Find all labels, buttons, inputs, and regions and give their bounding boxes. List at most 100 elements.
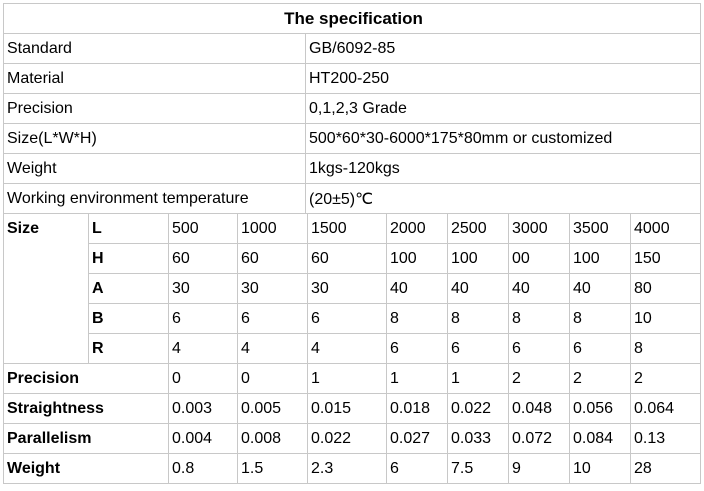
metric-value: 10 xyxy=(569,453,631,484)
size-label-spacer xyxy=(3,273,89,304)
size-label-spacer xyxy=(3,303,89,334)
metric-row: Weight 0.8 1.5 2.3 6 7.5 9 10 28 xyxy=(3,453,701,484)
metric-row: Parallelism 0.004 0.008 0.022 0.027 0.033 0.07… xyxy=(3,423,701,454)
metric-value: 1 xyxy=(386,363,448,394)
metric-label: Parallelism xyxy=(3,423,169,454)
metric-value: 7.5 xyxy=(447,453,509,484)
spec-value: 1kgs-120kgs xyxy=(305,153,701,184)
dimension-row: H 60 60 60 100 100 00 100 150 xyxy=(3,243,701,274)
dimension-value: 60 xyxy=(237,243,308,274)
metric-value: 0.13 xyxy=(630,423,701,454)
dimension-value: 6 xyxy=(168,303,238,334)
dimension-value: 100 xyxy=(447,243,509,274)
metric-value: 2 xyxy=(630,363,701,394)
metric-value: 1 xyxy=(447,363,509,394)
metric-value: 0.015 xyxy=(307,393,387,424)
spec-row: Precision 0,1,2,3 Grade xyxy=(3,93,701,124)
metric-value: 0.048 xyxy=(508,393,570,424)
metric-label: Precision xyxy=(3,363,169,394)
dimension-value: 2000 xyxy=(386,213,448,244)
metric-row: Straightness 0.003 0.005 0.015 0.018 0.022 0.0… xyxy=(3,393,701,424)
spec-row: Weight 1kgs-120kgs xyxy=(3,153,701,184)
dimension-value: 8 xyxy=(630,333,701,364)
metric-value: 0 xyxy=(237,363,308,394)
spec-value: 500*60*30-6000*175*80mm or customized xyxy=(305,123,701,154)
table-title: The specification xyxy=(3,3,701,34)
dimension-value: 100 xyxy=(569,243,631,274)
dimension-value: 00 xyxy=(508,243,570,274)
spec-value: HT200-250 xyxy=(305,63,701,94)
metric-value: 0.004 xyxy=(168,423,238,454)
dimension-value: 80 xyxy=(630,273,701,304)
dimension-value: 4 xyxy=(237,333,308,364)
specification-document: The specification Standard GB/6092-85 Mate… xyxy=(3,3,701,484)
size-grid-table: Size L 500 1000 1500 2000 2500 3000 3500 4000 H 60 6… xyxy=(3,213,701,484)
dimension-value: 8 xyxy=(447,303,509,334)
dimension-value: 3500 xyxy=(569,213,631,244)
metric-value: 0.018 xyxy=(386,393,448,424)
dimension-value: 40 xyxy=(569,273,631,304)
dimension-value: 1000 xyxy=(237,213,308,244)
metric-value: 28 xyxy=(630,453,701,484)
dimension-key: B xyxy=(88,303,169,334)
metric-value: 2.3 xyxy=(307,453,387,484)
metric-value: 2 xyxy=(508,363,570,394)
metric-value: 2 xyxy=(569,363,631,394)
dimension-value: 4 xyxy=(307,333,387,364)
dimension-row: A 30 30 30 40 40 40 40 80 xyxy=(3,273,701,304)
metric-value: 0.064 xyxy=(630,393,701,424)
spec-rows: Standard GB/6092-85 Material HT200-250 Preci… xyxy=(3,33,701,214)
spec-value: (20±5)℃ xyxy=(305,183,701,214)
metric-label: Weight xyxy=(3,453,169,484)
dimension-value: 100 xyxy=(386,243,448,274)
dimension-value: 40 xyxy=(508,273,570,304)
metric-value: 1 xyxy=(307,363,387,394)
dimension-value: 40 xyxy=(386,273,448,304)
dimension-value: 3000 xyxy=(508,213,570,244)
spec-label: Weight xyxy=(3,153,306,184)
title-row: The specification xyxy=(3,3,701,34)
spec-value: GB/6092-85 xyxy=(305,33,701,64)
metric-value: 0.027 xyxy=(386,423,448,454)
metric-value: 0.003 xyxy=(168,393,238,424)
dimension-value: 30 xyxy=(237,273,308,304)
dimension-row: B 6 6 6 8 8 8 8 10 xyxy=(3,303,701,334)
dimension-value: 150 xyxy=(630,243,701,274)
dimension-value: 6 xyxy=(237,303,308,334)
metric-value: 0.008 xyxy=(237,423,308,454)
dimension-key: L xyxy=(88,213,169,244)
dimension-key: R xyxy=(88,333,169,364)
spec-row: Size(L*W*H) 500*60*30-6000*175*80mm or cu… xyxy=(3,123,701,154)
spec-label: Material xyxy=(3,63,306,94)
dimension-value: 8 xyxy=(508,303,570,334)
metric-value: 0.033 xyxy=(447,423,509,454)
spec-label: Precision xyxy=(3,93,306,124)
dimension-value: 30 xyxy=(307,273,387,304)
spec-summary-table: The specification Standard GB/6092-85 Mate… xyxy=(3,3,701,214)
dimension-value: 500 xyxy=(168,213,238,244)
grid-rows: Size L 500 1000 1500 2000 2500 3000 3500 4000 H 60 6… xyxy=(3,213,701,484)
dimension-value: 6 xyxy=(508,333,570,364)
metric-value: 6 xyxy=(386,453,448,484)
dimension-row: Size L 500 1000 1500 2000 2500 3000 3500 4000 xyxy=(3,213,701,244)
spec-label: Standard xyxy=(3,33,306,64)
dimension-value: 8 xyxy=(569,303,631,334)
size-label-spacer xyxy=(3,243,89,274)
metric-value: 0.8 xyxy=(168,453,238,484)
size-label-spacer xyxy=(3,333,89,364)
dimension-value: 60 xyxy=(168,243,238,274)
spec-label: Working environment temperature xyxy=(3,183,306,214)
metric-value: 1.5 xyxy=(237,453,308,484)
metric-value: 0.005 xyxy=(237,393,308,424)
size-label: Size xyxy=(3,213,89,244)
dimension-key: A xyxy=(88,273,169,304)
spec-row: Standard GB/6092-85 xyxy=(3,33,701,64)
spec-row: Material HT200-250 xyxy=(3,63,701,94)
spec-value: 0,1,2,3 Grade xyxy=(305,93,701,124)
metric-value: 9 xyxy=(508,453,570,484)
metric-value: 0.022 xyxy=(447,393,509,424)
metric-row: Precision 0 0 1 1 1 2 2 2 xyxy=(3,363,701,394)
metric-label: Straightness xyxy=(3,393,169,424)
dimension-key: H xyxy=(88,243,169,274)
